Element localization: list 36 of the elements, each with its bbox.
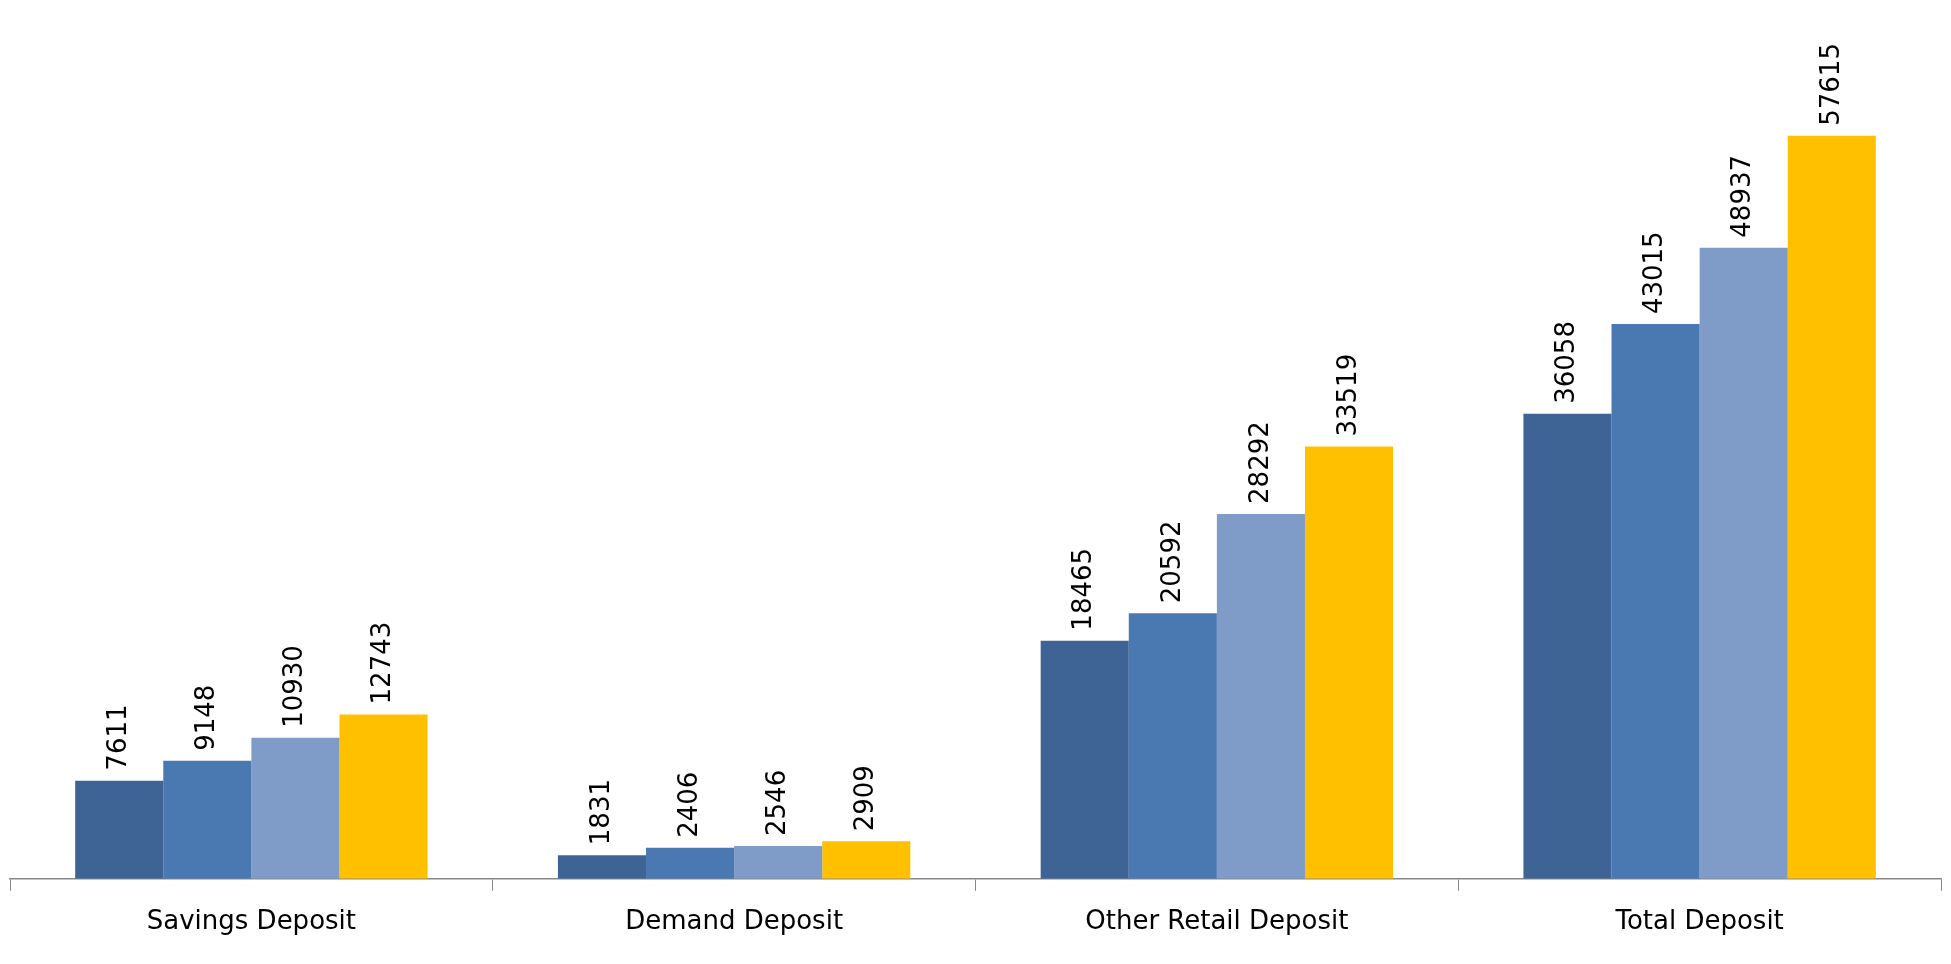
bar bbox=[1040, 640, 1129, 879]
data-label: 18465 bbox=[1067, 547, 1098, 631]
data-label: 2909 bbox=[849, 765, 880, 832]
bar bbox=[1216, 513, 1305, 879]
bar bbox=[1787, 135, 1876, 879]
bar bbox=[734, 845, 823, 879]
data-label: 57615 bbox=[1814, 43, 1845, 126]
data-label: 20592 bbox=[1155, 520, 1186, 604]
data-label: 9148 bbox=[190, 684, 221, 751]
x-tick-label: Total Deposit bbox=[1614, 905, 1784, 936]
bar bbox=[1611, 324, 1700, 879]
data-label: 48937 bbox=[1726, 154, 1757, 238]
data-label: 2406 bbox=[672, 771, 703, 838]
bar bbox=[1699, 247, 1788, 879]
bar bbox=[646, 847, 735, 879]
bar bbox=[1128, 613, 1217, 879]
data-label: 10930 bbox=[278, 645, 309, 728]
data-label: 2546 bbox=[760, 769, 791, 836]
data-label: 7611 bbox=[101, 704, 132, 771]
bar bbox=[1523, 413, 1612, 879]
data-label: 33519 bbox=[1331, 353, 1362, 437]
bar bbox=[75, 780, 164, 879]
data-label: 36058 bbox=[1550, 321, 1581, 404]
data-label: 28292 bbox=[1243, 421, 1274, 504]
bar bbox=[822, 841, 911, 879]
bar bbox=[1304, 446, 1394, 879]
data-label: 43015 bbox=[1638, 231, 1669, 315]
data-label: 1831 bbox=[584, 779, 615, 846]
bar bbox=[251, 737, 340, 879]
x-tick-label: Demand Deposit bbox=[625, 905, 844, 936]
data-label: 12743 bbox=[366, 621, 397, 705]
bar bbox=[339, 714, 428, 879]
x-tick-label: Other Retail Deposit bbox=[1085, 905, 1349, 936]
x-tick-label: Savings Deposit bbox=[146, 905, 356, 936]
bar bbox=[557, 855, 647, 879]
bar bbox=[163, 760, 252, 879]
